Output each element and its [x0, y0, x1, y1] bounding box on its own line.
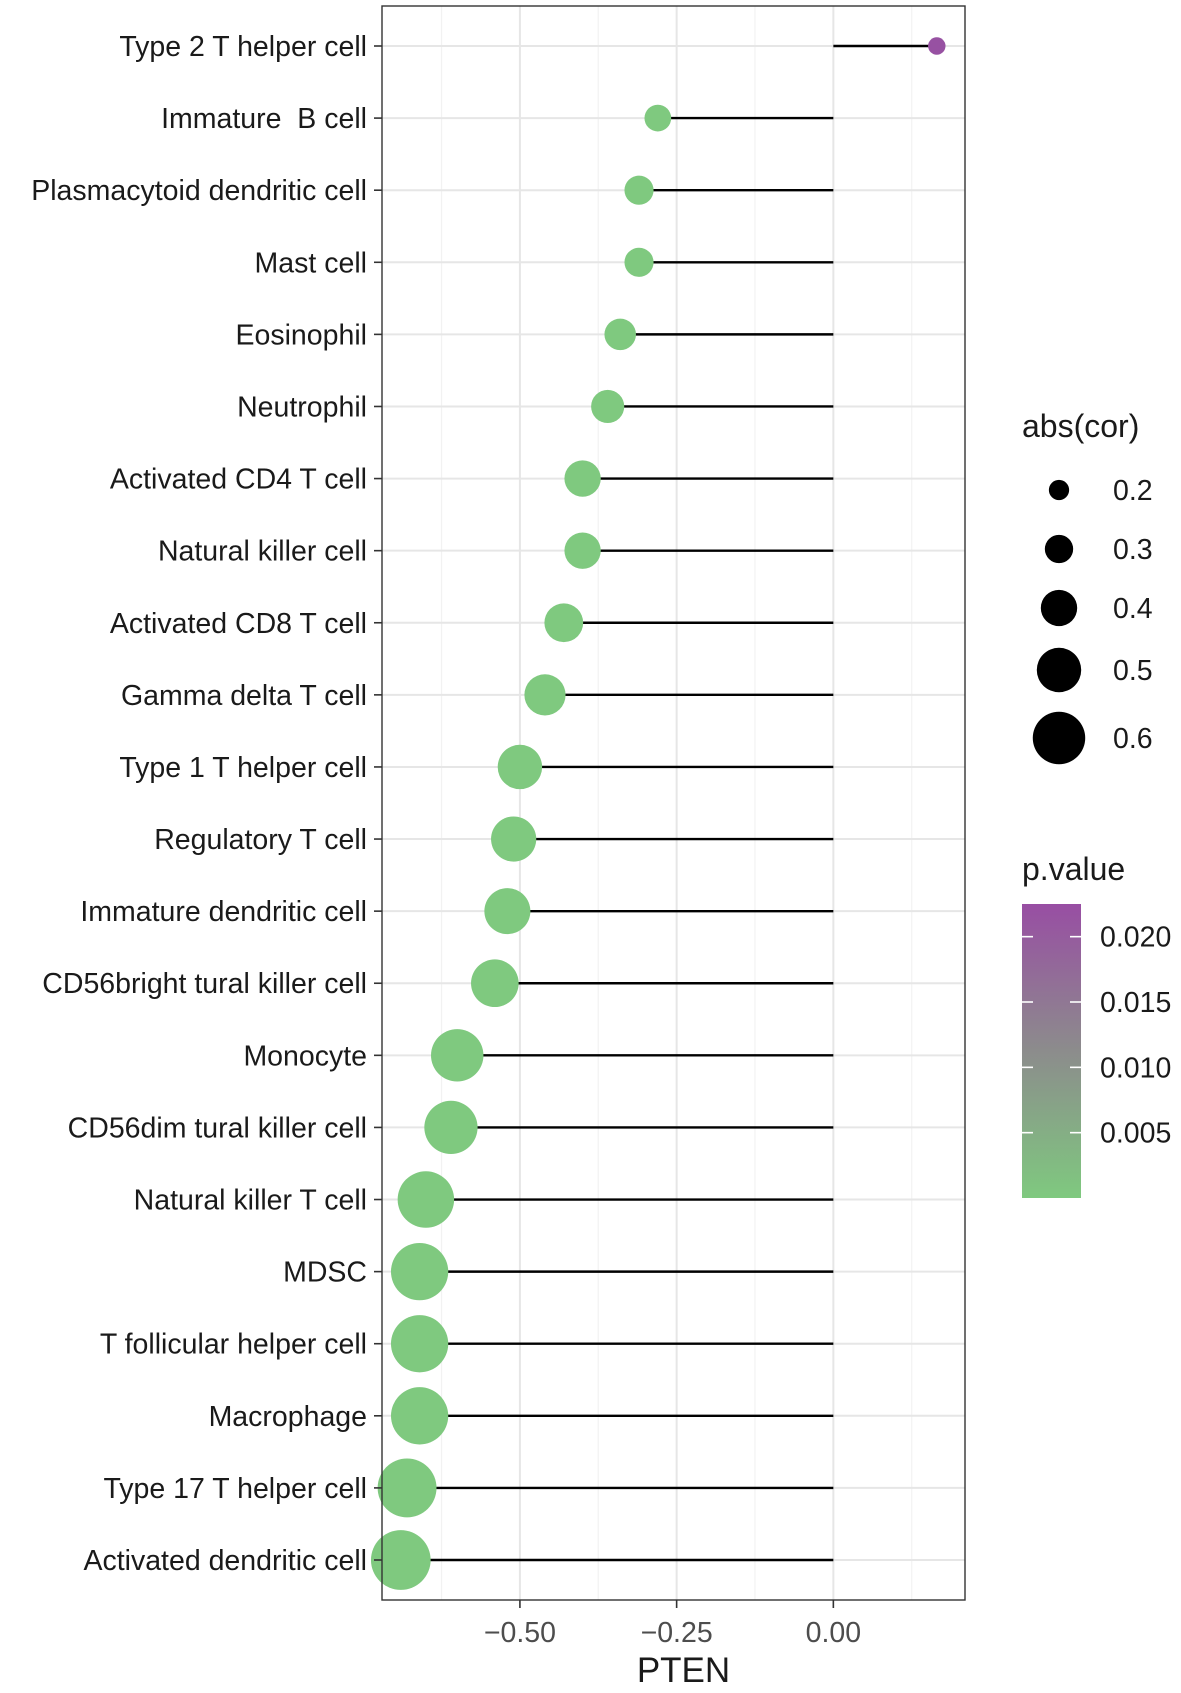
lollipop-dot	[604, 318, 636, 351]
size-legend-label: 0.4	[1113, 593, 1153, 625]
y-tick-label: CD56bright tural killer cell	[42, 968, 367, 1000]
y-tick-label: Gamma delta T cell	[121, 680, 367, 712]
x-axis-title: PTEN	[637, 1651, 730, 1688]
size-legend-key	[1048, 479, 1070, 501]
size-legend-key	[1044, 534, 1074, 564]
y-tick-label: Eosinophil	[235, 319, 367, 351]
y-tick-label: Monocyte	[243, 1040, 367, 1072]
y-tick-label: Natural killer T cell	[134, 1185, 367, 1217]
lollipop-dots	[370, 37, 946, 1590]
size-legend: abs(cor) 0.2 0.3 0.4 0.5 0.6	[1022, 408, 1153, 765]
lollipop-sticks	[400, 44, 937, 1562]
x-tick-label: −0.50	[484, 1617, 556, 1649]
y-tick-label: Mast cell	[255, 247, 367, 279]
size-legend-title: abs(cor)	[1022, 408, 1139, 444]
lollipop-dot	[431, 1029, 484, 1082]
lollipop-dot	[524, 674, 566, 716]
y-tick-label: Type 2 T helper cell	[119, 31, 367, 63]
lollipop-dot	[591, 389, 625, 424]
y-tick-label: MDSC	[283, 1257, 367, 1289]
y-tick-label: Activated CD8 T cell	[110, 608, 367, 640]
color-legend-label: 0.005	[1100, 1118, 1171, 1150]
y-tick-label: Neutrophil	[237, 391, 367, 423]
color-legend-label: 0.010	[1100, 1052, 1171, 1084]
lollipop-dot	[370, 1530, 431, 1590]
y-tick-label: Activated CD4 T cell	[110, 464, 367, 496]
size-legend-label: 0.5	[1113, 655, 1153, 687]
lollipop-dot	[390, 1387, 449, 1445]
x-axis: −0.50 −0.25 0.00	[484, 1600, 861, 1649]
y-tick-label: Natural killer cell	[158, 536, 367, 568]
lollipop-dot	[397, 1171, 455, 1228]
color-legend-title: p.value	[1022, 851, 1125, 887]
y-tick-label: Immature dendritic cell	[80, 896, 367, 928]
y-tick-label: Type 1 T helper cell	[119, 752, 367, 784]
y-tick-label: Activated dendritic cell	[83, 1545, 367, 1577]
x-tick-label: −0.25	[641, 1617, 713, 1649]
lollipop-dot	[564, 532, 601, 569]
lollipop-dot	[544, 603, 584, 643]
color-legend: p.value 0.005 0.010 0.015 0.020	[1022, 851, 1171, 1198]
y-tick-label: CD56dim tural killer cell	[68, 1112, 367, 1144]
y-tick-label: Macrophage	[209, 1401, 367, 1433]
lollipop-dot	[928, 37, 946, 55]
lollipop-dot	[390, 1242, 449, 1301]
x-tick-label: 0.00	[806, 1617, 861, 1649]
size-legend-label: 0.6	[1113, 723, 1153, 755]
lollipop-dot	[424, 1100, 478, 1155]
size-legend-key	[1040, 589, 1078, 627]
size-legend-key	[1032, 711, 1086, 765]
y-tick-label: Regulatory T cell	[154, 824, 367, 856]
y-tick-label: Type 17 T helper cell	[103, 1473, 367, 1505]
y-axis: Type 2 T helper cell Immature B cell Plasm…	[31, 31, 382, 1577]
size-legend-label: 0.2	[1113, 475, 1153, 507]
color-legend-label: 0.015	[1100, 987, 1171, 1019]
size-legend-key	[1036, 647, 1082, 693]
color-bar	[1022, 904, 1081, 1198]
lollipop-dot	[377, 1458, 437, 1518]
y-tick-label: Immature B cell	[161, 103, 367, 135]
panel-border	[381, 5, 966, 1601]
lollipop-dot	[564, 460, 601, 497]
lollipop-dot	[471, 959, 519, 1008]
lollipop-dot	[497, 744, 543, 790]
y-tick-label: Plasmacytoid dendritic cell	[31, 175, 367, 207]
lollipop-dot	[484, 888, 531, 935]
lollipop-dot	[624, 175, 654, 205]
color-legend-label: 0.020	[1100, 922, 1171, 954]
lollipop-dot	[644, 104, 672, 132]
lollipop-dot	[624, 247, 654, 277]
lollipop-dot	[491, 816, 537, 862]
lollipop-dot	[390, 1315, 449, 1373]
size-legend-label: 0.3	[1113, 534, 1153, 566]
y-tick-label: T follicular helper cell	[100, 1329, 367, 1361]
